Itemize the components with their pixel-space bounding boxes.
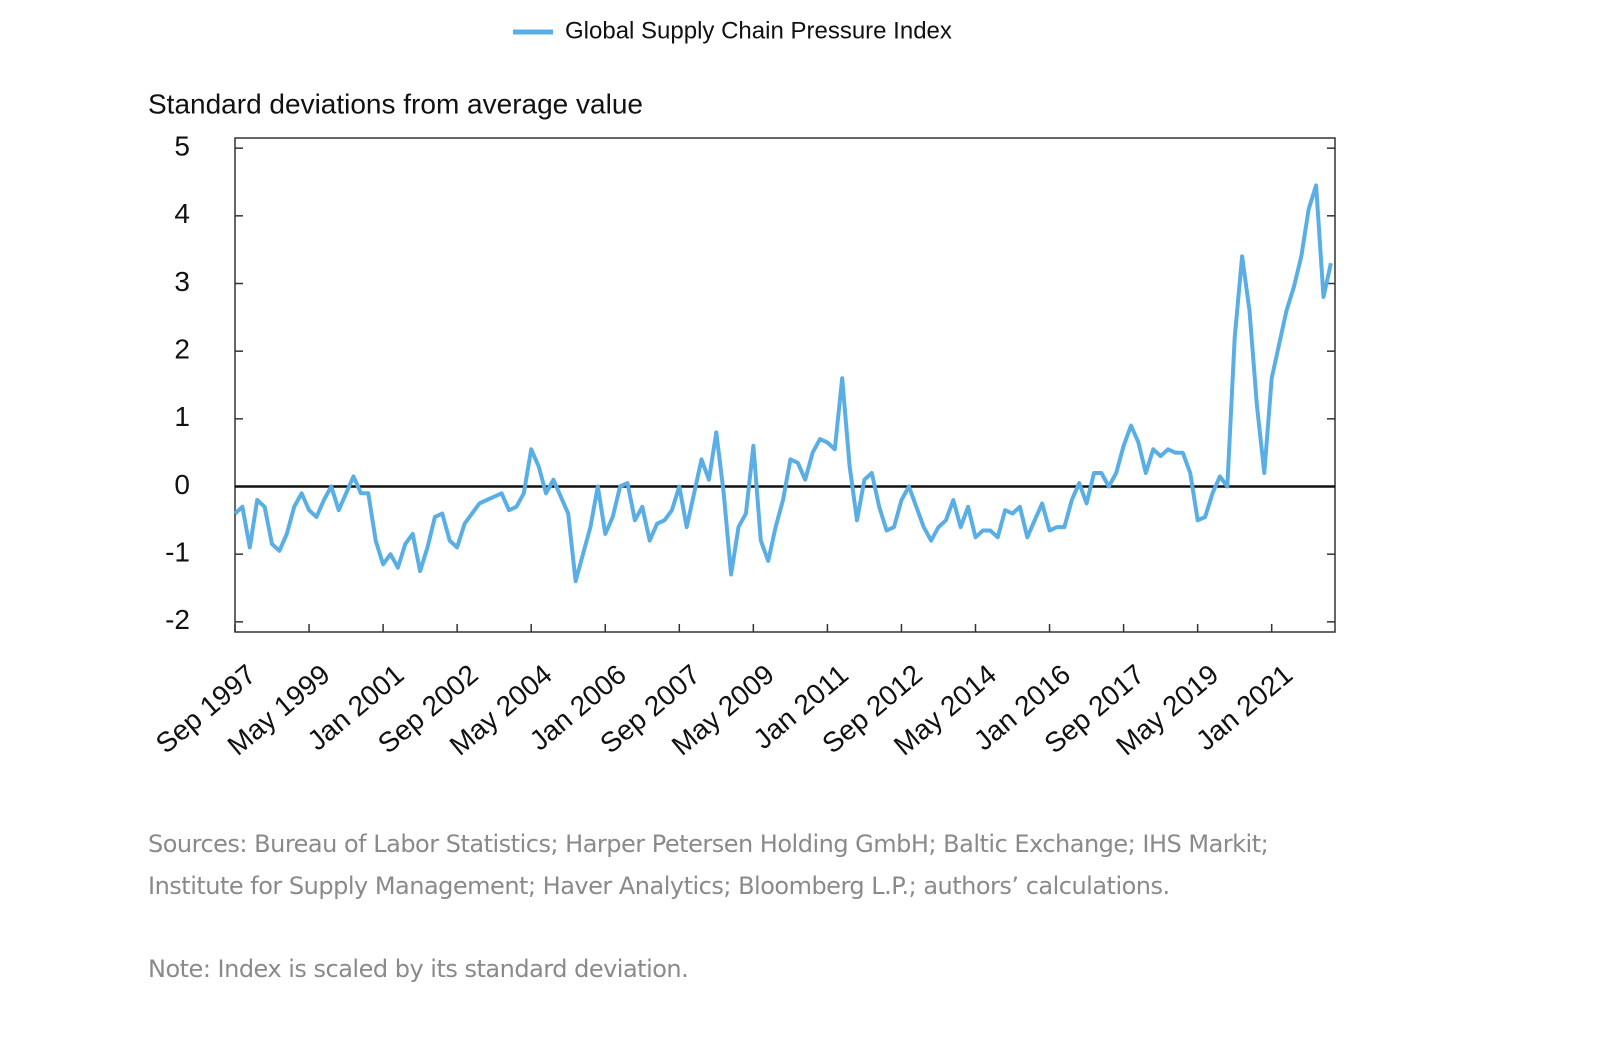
sources-line: Sources: Bureau of Labor Statistics; Har… bbox=[148, 830, 1269, 858]
legend-label: Global Supply Chain Pressure Index bbox=[565, 17, 952, 44]
plot-frame bbox=[234, 137, 1336, 633]
note: Note: Index is scaled by its standard de… bbox=[148, 955, 689, 983]
y-tick-label: -1 bbox=[165, 537, 190, 568]
sources-line: Institute for Supply Management; Haver A… bbox=[148, 872, 1170, 900]
y-tick-label: 4 bbox=[174, 198, 190, 229]
y-tick-label: 3 bbox=[174, 266, 190, 297]
y-tick-label: 2 bbox=[174, 334, 190, 365]
y-tick-label: -2 bbox=[165, 604, 190, 635]
chart: Global Supply Chain Pressure Index Stand… bbox=[148, 17, 1336, 761]
y-tick-label: 5 bbox=[174, 131, 190, 162]
series-line bbox=[233, 183, 1333, 584]
y-axis-label: Standard deviations from average value bbox=[148, 88, 643, 119]
y-tick-label: 1 bbox=[174, 401, 190, 432]
y-tick-label: 0 bbox=[174, 469, 190, 500]
